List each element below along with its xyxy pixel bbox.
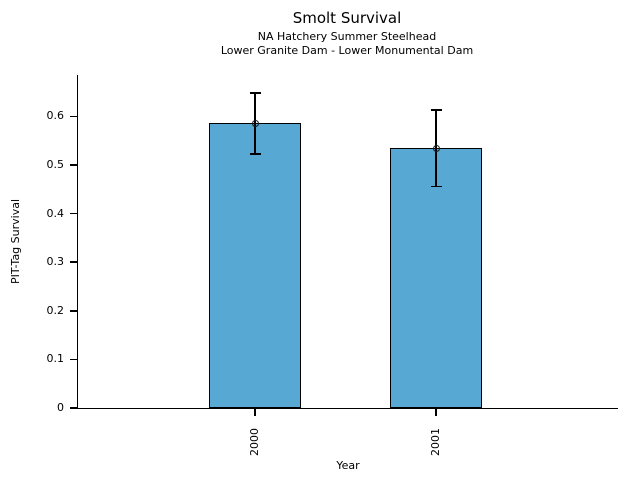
chart-title: Smolt Survival — [292, 9, 402, 27]
chart-subtitle-line1: NA Hatchery Summer Steelhead — [257, 30, 437, 43]
y-tick-mark — [69, 164, 77, 166]
y-tick-mark — [69, 115, 77, 118]
bar-2001 — [390, 148, 483, 408]
error-bar-cap — [249, 92, 261, 94]
y-tick-label: 0.2 — [46, 303, 65, 317]
plot-area: Year 0 0.1 0.2 0.3 0.4 0.5 0.6 2000 2001 — [47, 75, 618, 472]
x-axis-label: Year — [336, 459, 360, 472]
error-bar-cap — [430, 185, 442, 188]
error-bar-cap — [430, 109, 442, 111]
y-tick-mark — [69, 407, 77, 409]
title-block: Smolt Survival NA Hatchery Summer Steelh… — [77, 9, 617, 58]
y-tick-mark — [69, 358, 77, 361]
y-tick-label: 0 — [57, 401, 64, 414]
y-tick-mark — [69, 261, 77, 263]
y-tick-mark — [69, 310, 77, 312]
bar-2000 — [209, 123, 302, 408]
point-estimate-marker-icon — [251, 119, 259, 127]
x-tick-mark — [254, 409, 256, 416]
y-tick-mark — [69, 212, 77, 215]
y-tick-label: 0.3 — [46, 255, 65, 269]
y-tick-label: 0.5 — [46, 157, 65, 171]
x-tick-mark — [435, 409, 437, 416]
error-bar-cap — [249, 153, 261, 155]
point-estimate-marker-icon — [432, 144, 440, 152]
x-tick-label: 2000 — [248, 428, 262, 456]
y-tick-label: 0.6 — [46, 109, 65, 123]
chart-subtitle-line2: Lower Granite Dam - Lower Monumental Dam — [220, 44, 474, 57]
y-tick-label: 0.4 — [46, 206, 65, 220]
x-tick-label: 2001 — [429, 428, 443, 456]
y-tick-label: 0.1 — [46, 352, 65, 366]
